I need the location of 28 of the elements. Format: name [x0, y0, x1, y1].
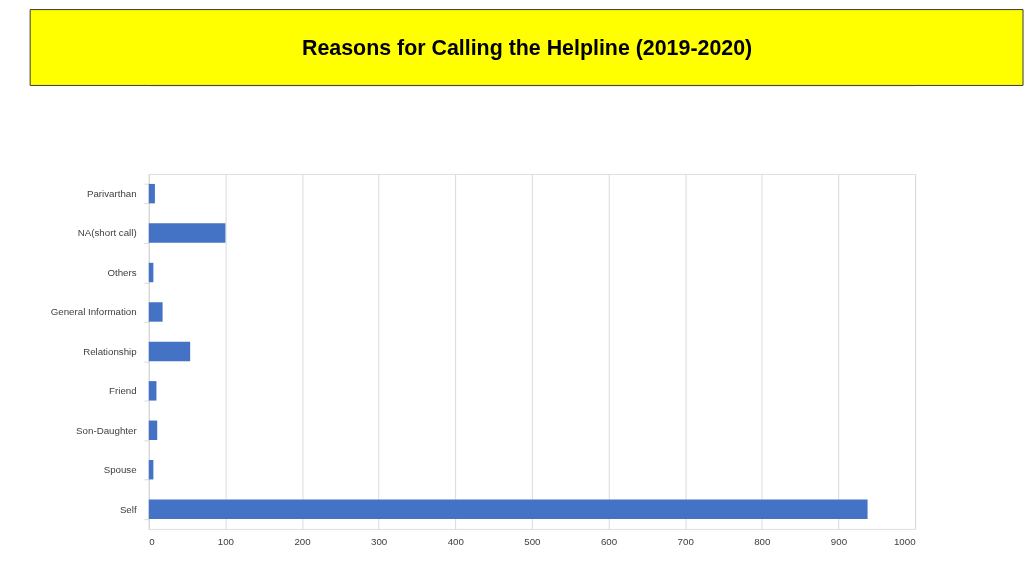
y-tick-label: Son-Daughter — [76, 424, 138, 436]
x-tick-label: 100 — [217, 535, 235, 547]
y-tick-label: Relationship — [83, 345, 137, 357]
x-tick-label: 200 — [294, 535, 312, 547]
bar — [148, 341, 191, 362]
y-tick-label: Parivarthan — [86, 188, 137, 200]
y-tick-label: Spouse — [103, 464, 137, 476]
y-tick-label: Others — [107, 266, 137, 278]
bar — [148, 183, 155, 204]
x-tick-label: 400 — [447, 535, 465, 547]
x-tick-label: 300 — [371, 535, 388, 547]
y-tick-label: Friend — [109, 385, 137, 397]
x-tick-label: 600 — [600, 535, 618, 547]
chart-title: Reasons for Calling the Helpline (2019-2020) — [301, 36, 753, 61]
bar — [148, 223, 226, 243]
x-tick-label: 500 — [524, 535, 542, 547]
bar — [148, 381, 157, 401]
x-tick-label: 800 — [754, 535, 772, 547]
x-tick-label: 0 — [149, 535, 156, 547]
y-tick-label: NA(short call) — [77, 227, 137, 239]
y-tick-label: Self — [119, 503, 137, 515]
bar — [148, 302, 163, 322]
x-tick-label: 900 — [830, 535, 848, 547]
bar — [148, 420, 158, 441]
bar — [148, 499, 868, 519]
y-tick-label: General Information — [50, 306, 137, 318]
x-tick-label: 700 — [677, 535, 695, 547]
x-tick-label: 1000 — [893, 535, 917, 547]
